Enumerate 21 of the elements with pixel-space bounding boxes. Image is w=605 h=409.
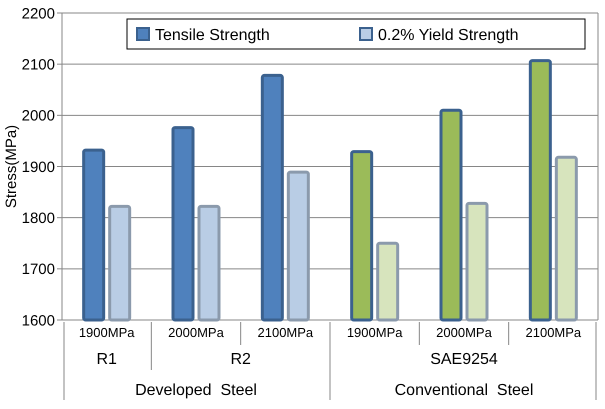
x-tick-label: 2100MPa bbox=[258, 325, 314, 340]
text: Developed Steel bbox=[135, 382, 257, 399]
legend-label: 0.2% Yield Strength bbox=[378, 27, 519, 44]
y-tick-label: 1800 bbox=[22, 210, 55, 227]
text: R2 bbox=[230, 351, 251, 368]
text: R1 bbox=[96, 351, 117, 368]
x-tick-label: 2100MPa bbox=[526, 325, 582, 340]
text: SAE9254 bbox=[430, 351, 498, 368]
y-tick-label: 1700 bbox=[22, 261, 55, 278]
x-tick-label: 1900MPa bbox=[346, 325, 404, 340]
y-tick-label: 2000 bbox=[22, 108, 55, 125]
y-axis-title: Stress(MPa) bbox=[3, 124, 20, 208]
y-tick-label: 1900 bbox=[22, 158, 55, 176]
y-tick-label: 1600 bbox=[22, 312, 55, 330]
x-tick-label: 2000MPa bbox=[168, 325, 225, 340]
text: Conventional Steel bbox=[394, 382, 534, 399]
y-tick-label: 2100 bbox=[22, 56, 55, 74]
x-tick-label: 1900MPa bbox=[78, 325, 136, 340]
legend-label: Tensile Strength bbox=[155, 27, 270, 44]
y-tick-label: 2200 bbox=[22, 5, 55, 22]
x-tick-label: 2000MPa bbox=[436, 325, 493, 340]
